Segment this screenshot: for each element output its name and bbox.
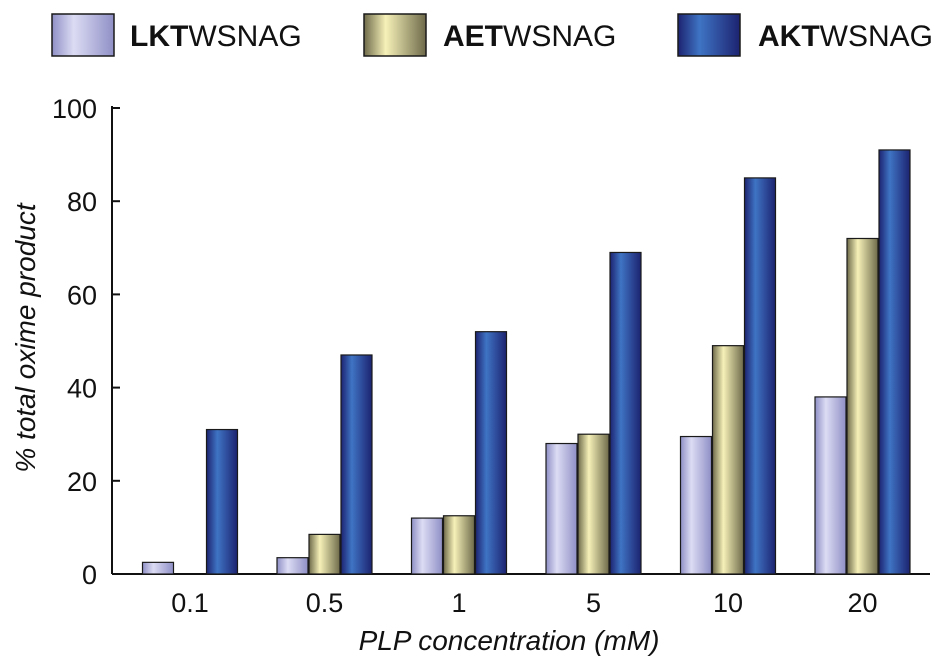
- bar-lktwsnag-0_1: [141, 561, 175, 575]
- y-tick-label: 100: [52, 94, 97, 124]
- legend-label-aktwsnag: AKTWSNAG: [758, 20, 933, 53]
- legend-label-lktwsnag: LKTWSNAG: [130, 20, 302, 53]
- bar-aktwsnag-1: [474, 331, 508, 575]
- x-axis: 0.1 0.5 1 5 10 20: [112, 573, 930, 618]
- x-tick-label: 0.5: [306, 588, 344, 618]
- y-tick-label: 40: [67, 374, 97, 404]
- bar-aktwsnag-5: [609, 251, 642, 575]
- legend: LKTWSNAG AETWSNAG AKTWSNAG: [51, 13, 933, 57]
- bar-aetwsnag-5: [577, 433, 610, 575]
- x-tick-label: 20: [847, 588, 877, 618]
- y-tick-label: 80: [67, 187, 97, 217]
- y-axis-title: % total oxime product: [10, 202, 41, 472]
- legend-swatch-aetwsnag: [363, 13, 427, 57]
- x-tick-label: 1: [451, 588, 466, 618]
- bar-lktwsnag-5: [545, 442, 578, 575]
- legend-swatch-aktwsnag: [677, 13, 741, 57]
- bar-aetwsnag-20: [846, 237, 879, 575]
- bar-aetwsnag-0_5: [308, 533, 341, 575]
- bar-lktwsnag-1: [410, 517, 444, 575]
- bar-lktwsnag-10: [679, 435, 713, 575]
- bar-aktwsnag-0_1: [205, 428, 239, 575]
- legend-swatch-lktwsnag: [51, 13, 115, 57]
- legend-label-aetwsnag: AETWSNAG: [443, 20, 616, 53]
- bars: [141, 149, 911, 575]
- bar-aetwsnag-10: [711, 345, 745, 575]
- x-axis-title: PLP concentration (mM): [359, 625, 660, 656]
- bar-aktwsnag-0_5: [340, 354, 373, 575]
- y-tick-label: 60: [67, 280, 97, 310]
- bar-aktwsnag-20: [878, 149, 911, 575]
- x-tick-label: 5: [586, 588, 601, 618]
- y-axis: 0 20 40 60 80 100: [52, 94, 120, 590]
- y-tick-label: 20: [67, 467, 97, 497]
- bar-lktwsnag-0_5: [276, 557, 309, 575]
- y-tick-label: 0: [82, 560, 97, 590]
- bar-aktwsnag-10: [743, 177, 777, 575]
- bar-aetwsnag-1: [442, 515, 476, 575]
- x-tick-label: 10: [713, 588, 743, 618]
- bar-lktwsnag-20: [814, 396, 847, 575]
- x-tick-label: 0.1: [171, 588, 209, 618]
